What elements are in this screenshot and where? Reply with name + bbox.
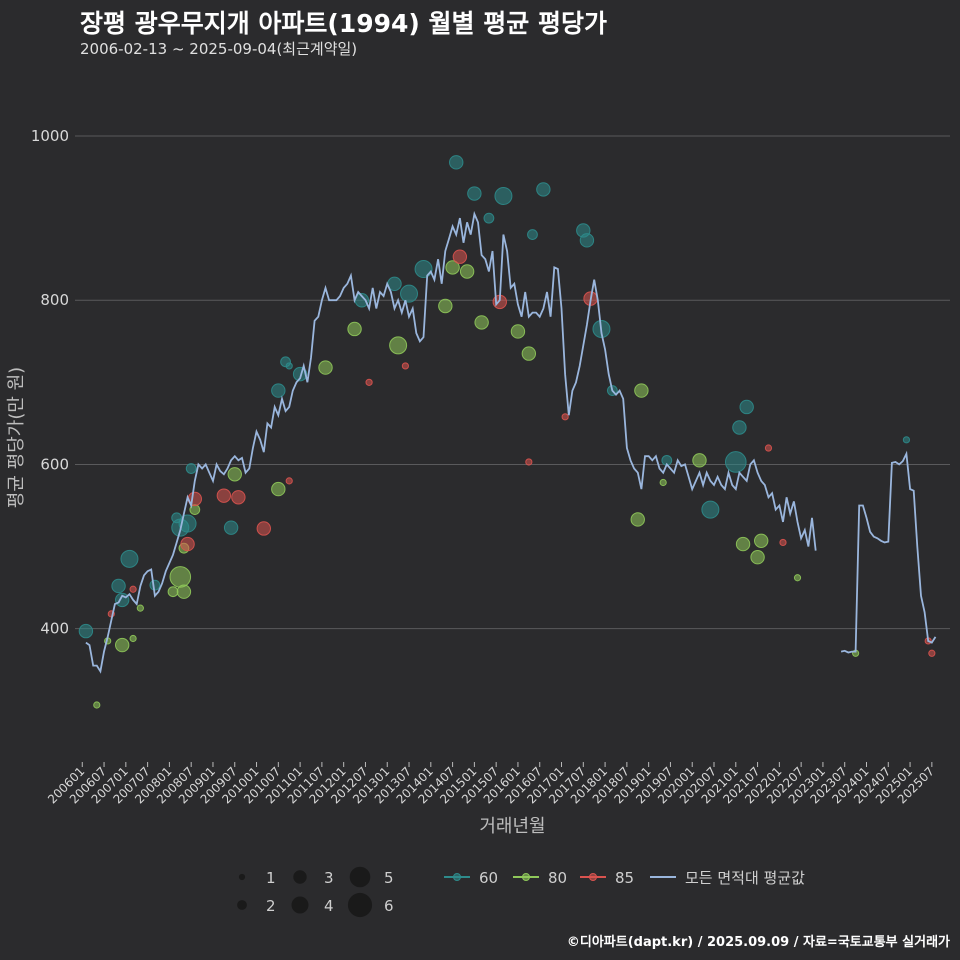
size-legend-label: 2: [266, 897, 276, 915]
size-legend-marker: [293, 870, 307, 884]
data-point-60: [701, 500, 720, 519]
source-footer: ©디아파트(dapt.kr) / 2025.09.09 / 자료=국토교통부 실…: [566, 935, 950, 950]
data-point-85: [561, 413, 569, 421]
data-point-60: [527, 229, 538, 240]
data-point-60: [285, 362, 293, 370]
color-legend-label: 80: [548, 869, 567, 887]
data-point-85: [779, 538, 787, 547]
data-point-80: [630, 512, 645, 527]
data-point-60: [120, 549, 139, 568]
data-point-80: [474, 315, 489, 330]
data-point-60: [149, 579, 161, 591]
data-point-85: [256, 521, 271, 536]
data-point-60: [536, 182, 551, 197]
data-point-85: [928, 649, 936, 657]
data-point-85: [452, 249, 468, 264]
data-point-60: [449, 155, 464, 170]
data-point-80: [169, 566, 192, 588]
data-point-80: [659, 478, 667, 487]
data-point-80: [445, 260, 460, 275]
data-point-60: [292, 366, 308, 382]
x-axis-title: 거래년월: [479, 816, 545, 837]
data-point-80: [167, 586, 179, 598]
data-point-85: [180, 536, 195, 552]
data-point-60: [494, 186, 513, 205]
page-subtitle: 2006-02-13 ~ 2025-09-04(최근계약일): [80, 40, 358, 58]
data-point-60: [579, 233, 595, 248]
size-legend-marker: [291, 896, 309, 914]
data-point-80: [438, 298, 453, 314]
size-legend-label: 6: [384, 897, 394, 915]
size-legend-label: 5: [384, 869, 394, 887]
data-point-80: [692, 453, 707, 468]
data-point-80: [129, 634, 137, 643]
data-point-80: [318, 360, 333, 375]
color-legend-label: 모든 면적대 평균값: [685, 869, 805, 887]
data-point-60: [414, 260, 433, 279]
color-legend-dot: [522, 873, 530, 881]
size-legend-marker: [238, 873, 246, 881]
y-tick-label: 600: [40, 455, 69, 473]
size-legend-marker: [349, 866, 371, 888]
y-axis-title: 평균 평당가(만 원): [6, 367, 27, 508]
color-legend-dot: [589, 873, 597, 881]
color-legend-dot: [453, 873, 461, 881]
average-price-line: [840, 450, 937, 654]
data-point-60: [111, 578, 126, 594]
data-point-60: [185, 463, 197, 474]
data-point-60: [483, 212, 495, 224]
data-point-80: [93, 701, 101, 709]
data-point-60: [223, 520, 239, 535]
data-point-60: [271, 383, 286, 398]
data-point-60: [724, 451, 747, 473]
data-point-80: [754, 533, 769, 548]
data-point-85: [129, 585, 137, 593]
data-point-85: [285, 477, 293, 485]
data-point-80: [750, 550, 765, 565]
data-point-85: [365, 378, 373, 386]
data-point-85: [525, 458, 533, 466]
data-point-80: [459, 264, 475, 279]
data-point-85: [401, 362, 409, 370]
data-point-80: [136, 604, 144, 612]
data-point-80: [521, 346, 537, 361]
data-point-60: [902, 436, 911, 444]
data-point-80: [227, 467, 242, 482]
y-tick-label: 400: [40, 620, 69, 638]
page-title: 장평 광우무지개 아파트(1994) 월별 평균 평당가: [80, 9, 607, 38]
data-point-85: [216, 488, 232, 503]
data-point-80: [510, 324, 526, 339]
y-tick-label: 1000: [31, 127, 69, 145]
color-legend-label: 85: [615, 869, 634, 887]
data-point-80: [114, 637, 130, 653]
size-legend-marker: [237, 900, 247, 910]
size-legend-label: 1: [266, 869, 276, 887]
average-price-line: [85, 210, 817, 674]
data-point-60: [78, 623, 94, 639]
data-point-60: [467, 186, 482, 201]
data-point-80: [347, 321, 362, 337]
data-point-85: [231, 490, 246, 505]
data-point-80: [735, 536, 751, 552]
color-legend-label: 60: [479, 869, 498, 887]
data-point-60: [732, 420, 747, 435]
data-point-80: [271, 481, 286, 497]
data-point-85: [764, 444, 773, 452]
size-legend-label: 4: [324, 897, 334, 915]
data-point-80: [793, 574, 802, 582]
data-point-80: [634, 383, 649, 398]
data-point-80: [389, 336, 408, 355]
data-point-60: [400, 284, 419, 303]
data-point-80: [176, 584, 192, 599]
size-legend-label: 3: [324, 869, 334, 887]
data-point-60: [739, 399, 754, 415]
size-legend-marker: [347, 892, 373, 918]
y-tick-label: 800: [40, 291, 69, 309]
